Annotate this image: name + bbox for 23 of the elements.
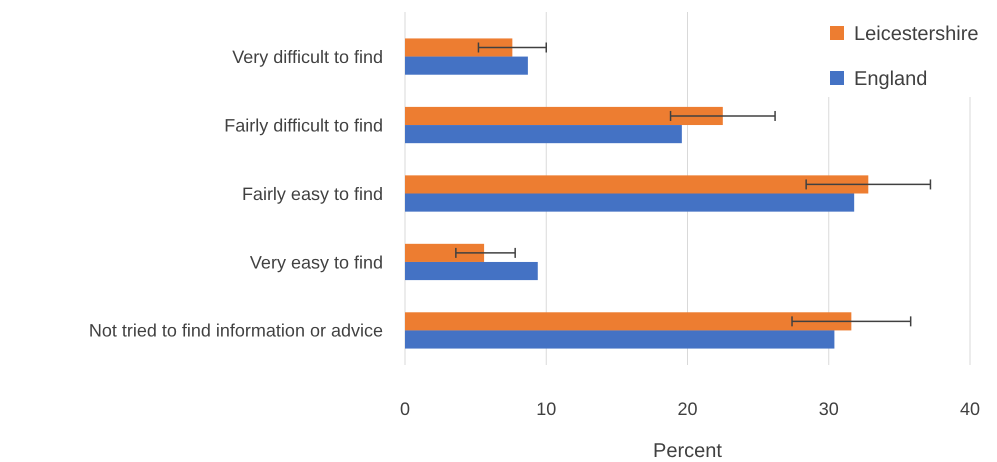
y-tick-label: Not tried to find information or advice <box>88 320 383 341</box>
y-tick-label: Very difficult to find <box>232 46 383 67</box>
x-tick-label: 20 <box>677 399 698 419</box>
bar <box>405 312 852 330</box>
x-tick-label: 0 <box>400 399 410 419</box>
y-tick-label: Fairly easy to find <box>242 184 383 204</box>
bar <box>405 330 834 349</box>
bar <box>405 38 512 57</box>
bar <box>405 106 723 126</box>
x-tick-label: 40 <box>960 399 980 419</box>
x-axis-title: Percent <box>653 440 722 462</box>
x-tick-label: 10 <box>536 399 556 419</box>
legend-label: England <box>854 68 928 90</box>
y-tick-label: Fairly difficult to find <box>224 115 383 136</box>
bar <box>405 262 538 280</box>
bar <box>405 194 854 212</box>
bar <box>405 56 528 75</box>
x-tick-label: 30 <box>818 399 839 419</box>
bar <box>405 125 682 144</box>
y-tick-label: Very easy to find <box>250 252 383 272</box>
bar <box>405 175 868 194</box>
bar <box>405 244 484 262</box>
legend-label: Leicestershire <box>854 23 979 45</box>
